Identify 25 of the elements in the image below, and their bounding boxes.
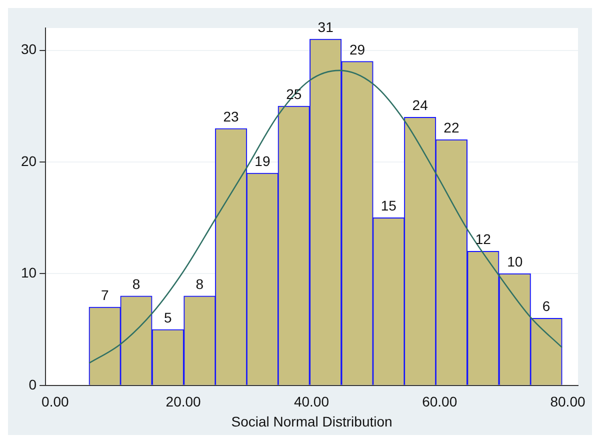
data-label: 24 xyxy=(412,97,428,114)
data-label: 8 xyxy=(196,276,204,292)
y-tick-label: 30 xyxy=(20,41,37,58)
y-tick-label: 0 xyxy=(28,376,37,392)
data-label: 7 xyxy=(100,287,109,304)
x-tick-label: 40.00 xyxy=(294,394,330,410)
y-tick-label: 20 xyxy=(20,152,37,169)
line-series xyxy=(88,70,563,364)
x-tick-label: 20.00 xyxy=(166,394,202,410)
x-tick-label: 60.00 xyxy=(422,394,458,410)
data-label: 10 xyxy=(507,254,523,270)
data-label: 6 xyxy=(542,298,550,314)
y-tick-label: 10 xyxy=(20,264,37,281)
data-label: 12 xyxy=(475,231,492,248)
data-label: 29 xyxy=(349,41,366,58)
x-axis-title: Social Normal Distribution xyxy=(231,413,392,430)
x-tick-label: 0.00 xyxy=(42,394,70,410)
data-label: 8 xyxy=(132,276,140,292)
data-label: 23 xyxy=(223,108,240,124)
data-label: 15 xyxy=(380,198,397,214)
data-label: 5 xyxy=(164,309,172,326)
data-label: 22 xyxy=(444,120,460,136)
data-label: 31 xyxy=(318,19,334,36)
x-tick-label: 80.00 xyxy=(550,394,586,410)
data-label: 19 xyxy=(254,153,270,170)
